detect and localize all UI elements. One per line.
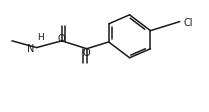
Text: H: H — [37, 32, 44, 41]
Text: O: O — [58, 34, 65, 43]
Text: N: N — [27, 43, 34, 53]
Text: Cl: Cl — [184, 17, 193, 27]
Text: O: O — [83, 48, 90, 58]
